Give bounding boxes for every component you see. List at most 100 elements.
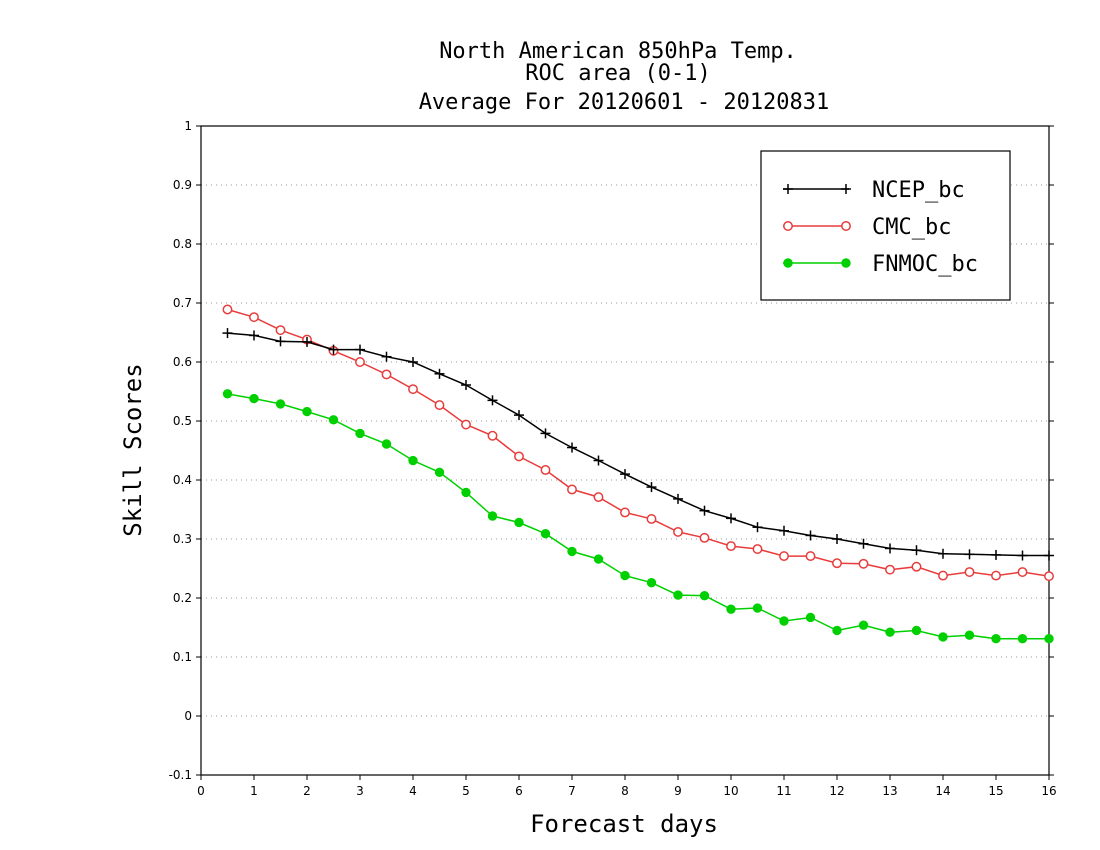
data-point xyxy=(1017,567,1028,577)
data-point xyxy=(593,455,604,466)
data-point xyxy=(434,368,445,379)
data-point xyxy=(991,549,1001,560)
data-point xyxy=(249,393,259,404)
data-point xyxy=(779,525,789,536)
x-tick-label: 11 xyxy=(776,784,791,798)
series-cmc-bc xyxy=(222,304,1054,582)
data-point xyxy=(991,634,1001,644)
x-tick-label: 5 xyxy=(462,784,470,798)
x-tick-label: 10 xyxy=(723,784,738,798)
data-point xyxy=(540,465,551,475)
data-point xyxy=(646,513,657,524)
legend-marker xyxy=(783,184,793,194)
legend-label: FNMOC_bc xyxy=(872,252,978,277)
legend-entry: FNMOC_bc xyxy=(783,252,978,277)
data-point xyxy=(699,505,710,516)
data-point xyxy=(991,570,1001,581)
data-point xyxy=(434,400,445,411)
x-tick-label: 1 xyxy=(250,784,258,798)
legend: NCEP_bc CMC_bc FNMOC_bc xyxy=(760,150,1011,301)
x-tick-label: 0 xyxy=(197,784,205,798)
data-point xyxy=(885,543,895,554)
data-point xyxy=(805,530,816,541)
y-tick-label: 0.9 xyxy=(173,178,192,192)
data-point xyxy=(514,517,524,528)
data-point xyxy=(434,467,445,478)
y-tick-label: -0.1 xyxy=(169,768,192,782)
data-point xyxy=(222,328,233,339)
data-point xyxy=(964,549,975,560)
data-point xyxy=(699,532,710,543)
data-point xyxy=(726,541,736,552)
data-point xyxy=(646,482,657,493)
data-point xyxy=(567,484,577,495)
data-point xyxy=(355,428,365,439)
data-point xyxy=(752,544,763,554)
data-point xyxy=(355,357,365,367)
data-point xyxy=(938,570,948,581)
data-point xyxy=(911,545,922,556)
chart-title-line-2: ROC area (0-1) xyxy=(525,61,710,86)
x-tick-label: 16 xyxy=(1041,784,1056,798)
data-point xyxy=(328,344,339,355)
data-point xyxy=(858,538,869,549)
y-tick-label: 0.7 xyxy=(173,296,192,310)
data-point xyxy=(779,551,789,562)
series-ncep-bc xyxy=(222,328,1054,561)
data-point xyxy=(620,570,630,581)
data-point xyxy=(1044,550,1054,561)
data-point xyxy=(381,369,392,380)
data-point xyxy=(567,546,577,557)
y-tick-label: 0.2 xyxy=(173,591,192,605)
data-point xyxy=(461,380,471,391)
data-point xyxy=(567,442,577,453)
data-point xyxy=(593,492,604,503)
data-point xyxy=(302,406,312,417)
data-point xyxy=(461,419,471,430)
x-tick-label: 6 xyxy=(515,784,523,798)
series-line xyxy=(227,332,1049,557)
data-point xyxy=(487,511,498,521)
data-point xyxy=(1017,550,1028,561)
data-point xyxy=(726,513,736,524)
data-point xyxy=(540,428,551,439)
x-tick-label: 12 xyxy=(829,784,844,798)
data-point xyxy=(832,558,842,569)
data-point xyxy=(328,415,339,425)
data-point xyxy=(699,590,710,601)
y-tick-label: 0.1 xyxy=(173,650,192,664)
x-tick-label: 14 xyxy=(935,784,950,798)
data-point xyxy=(487,430,498,441)
data-point xyxy=(514,451,524,462)
axes: -0.100.10.20.30.40.50.60.70.80.910 1 2 3 4 5 6… xyxy=(169,119,1057,798)
data-point xyxy=(938,632,948,642)
data-point xyxy=(858,558,869,569)
x-tick-label: 8 xyxy=(621,784,629,798)
data-point xyxy=(1044,634,1054,644)
data-point xyxy=(938,548,948,559)
data-point xyxy=(275,399,286,409)
data-point xyxy=(222,389,233,399)
data-point xyxy=(381,439,392,449)
data-point xyxy=(911,561,922,572)
data-point xyxy=(620,507,630,518)
data-point xyxy=(487,395,498,406)
legend-marker xyxy=(841,184,851,194)
x-tick-label: 4 xyxy=(409,784,417,798)
legend-marker xyxy=(841,258,851,268)
legend-marker xyxy=(841,221,851,231)
data-series xyxy=(222,304,1054,644)
data-point xyxy=(514,410,524,421)
data-point xyxy=(832,534,842,544)
data-point xyxy=(222,304,233,315)
chart-title-line-1: North American 850hPa Temp. xyxy=(439,39,797,64)
data-point xyxy=(249,312,259,323)
data-point xyxy=(752,522,763,533)
data-point xyxy=(461,487,471,498)
data-point xyxy=(620,469,630,480)
x-tick-label: 9 xyxy=(674,784,682,798)
data-point xyxy=(540,528,551,539)
data-point xyxy=(964,567,975,577)
data-point xyxy=(752,603,763,613)
